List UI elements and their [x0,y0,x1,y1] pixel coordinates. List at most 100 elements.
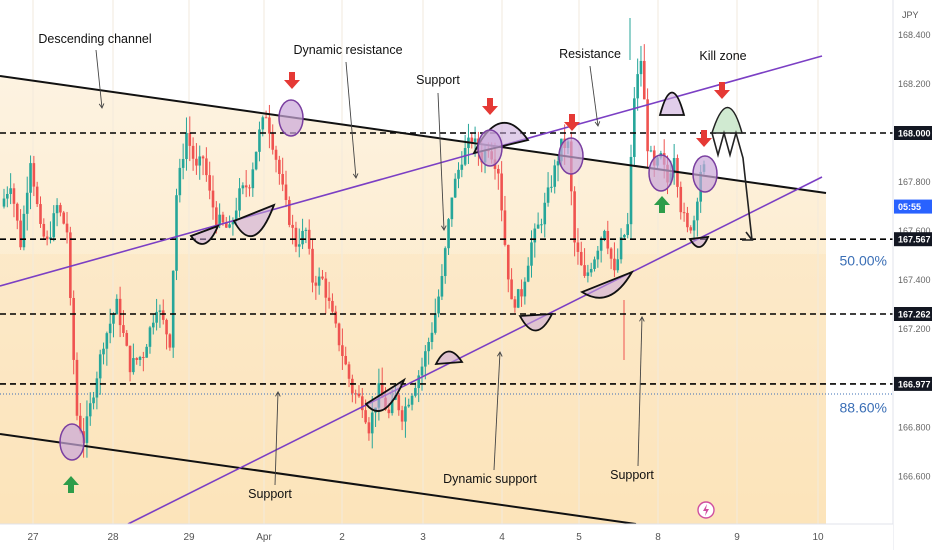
candle-body [589,268,593,273]
candle-body [25,192,29,214]
down-arrow-icon [696,130,712,147]
annotation-label: Kill zone [699,49,746,63]
highlight-circle [477,129,503,167]
candle-body [168,334,172,348]
pattern-arc [189,224,220,245]
price-tick-label: 167.800 [898,177,931,187]
candle-body [443,248,447,277]
candle-body [321,276,324,279]
channel-shading [0,75,826,524]
candle-body [268,117,271,134]
projection-path [711,129,753,241]
candle-body [234,210,238,221]
candle-body [258,129,261,152]
annotation-pointer [437,92,445,231]
pattern-arc [580,270,635,299]
candle-body [351,378,354,394]
candle-body [171,270,175,348]
candle-body [9,188,12,194]
candle-body [85,416,89,443]
candle-body [543,202,547,225]
candle-body [513,299,517,308]
time-tick-label: Apr [256,532,272,543]
candle-body [241,185,245,189]
candle-body [646,99,649,152]
highlight-circle [59,423,85,461]
candle-body [69,232,72,298]
candle-body [55,205,59,214]
candle-body [546,187,550,203]
time-tick-label: 27 [27,532,39,543]
candle-body [420,366,424,376]
candle-body [609,248,613,259]
candle-body [586,272,590,276]
candle-body [623,235,626,238]
price-tag [894,376,932,391]
pattern-arc [434,350,464,366]
candle-body [447,219,450,249]
candle-body [138,356,142,360]
candle-body [407,404,411,407]
candle-body [251,169,255,189]
price-axis-panel [893,0,932,550]
candle-body [506,244,510,280]
candle-body [135,358,139,360]
candle-body [556,161,560,166]
annotation-pointer-head [496,351,503,357]
candle-body [311,248,314,283]
price-tick-label: 168.400 [898,30,931,40]
highlight-circle [558,137,584,175]
time-tick-label: 29 [183,532,195,543]
candle-body [520,289,523,297]
candle-body [633,98,636,157]
kill-zone-shape [710,107,743,134]
price-tag-label: 167.262 [898,310,931,320]
dynamic-resistance-line [0,55,823,287]
time-tick-label: 9 [734,532,740,543]
annotation-pointer-head [98,103,105,109]
candle-body [281,173,284,185]
candle-body [629,156,633,225]
candle-body [526,265,530,282]
candle-body [397,395,401,411]
candle-body [689,227,693,231]
candle-body [52,213,56,238]
candle-body [370,412,374,434]
annotation-pointer [493,351,501,471]
candle-body [102,348,105,355]
candle-body [603,230,606,239]
annotation-label: Support [416,73,460,87]
candle-body [49,237,52,240]
candle-body [271,133,275,150]
candle-body [148,327,152,347]
candle-body [261,117,265,130]
candle-body [497,168,500,174]
candle-body [195,158,198,166]
candle-body [72,297,75,360]
dynamic-support-line [127,176,823,525]
down-arrow-icon [564,114,580,131]
candle-body [45,236,49,240]
candle-body [178,167,182,196]
candle-body [201,156,205,159]
annotation-pointer [589,65,599,127]
annotation-pointer-head [639,316,645,322]
candle-body [188,133,192,146]
price-tick-label: 167.200 [898,324,931,334]
candle-body [642,60,646,100]
candle-body [42,223,46,237]
annotation-label: Support [248,487,292,501]
price-tag [894,126,932,140]
price-tag-label: 05:55 [898,202,921,212]
candle-body [437,296,440,314]
channel-upper-line [0,75,827,194]
price-tag [894,199,932,214]
price-tick-label: 166.800 [898,422,931,432]
candle-body [457,169,460,179]
annotation-label: Dynamic resistance [293,43,402,57]
up-arrow-icon [63,476,79,493]
candle-body [132,358,135,373]
candle-body [108,323,112,334]
candle-body [6,193,9,199]
